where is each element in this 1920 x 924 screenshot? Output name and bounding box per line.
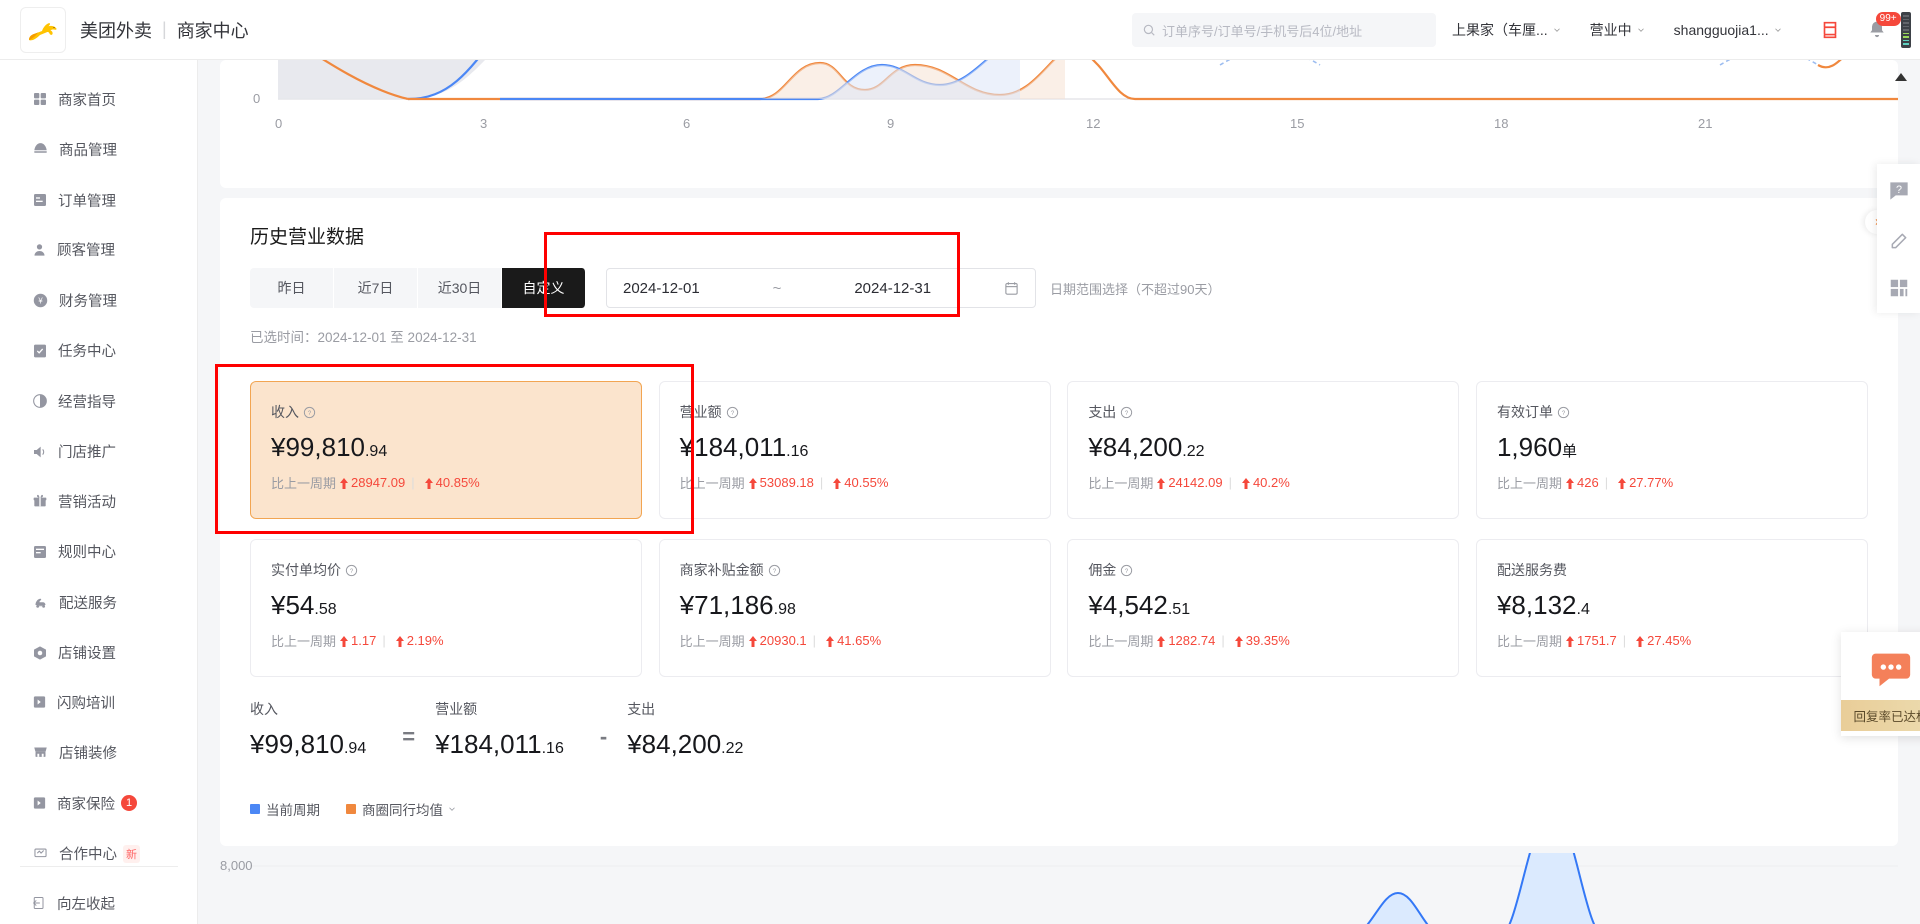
svg-text:12: 12 <box>1086 116 1100 131</box>
svg-text:?: ? <box>773 568 777 574</box>
svg-text:6: 6 <box>683 116 690 131</box>
svg-text:21: 21 <box>1698 116 1712 131</box>
svg-text:0: 0 <box>253 91 260 106</box>
svg-text:?: ? <box>1895 184 1901 196</box>
svg-text:18: 18 <box>1494 116 1508 131</box>
svg-text:?: ? <box>350 568 354 574</box>
svg-text:?: ? <box>731 410 735 416</box>
svg-text:0: 0 <box>275 116 282 131</box>
svg-text:¥: ¥ <box>38 297 43 306</box>
svg-text:?: ? <box>1125 410 1129 416</box>
svg-text:?: ? <box>1125 568 1129 574</box>
svg-text:3: 3 <box>480 116 487 131</box>
svg-text:8,000: 8,000 <box>220 858 253 873</box>
svg-text:?: ? <box>308 410 312 416</box>
svg-text:15: 15 <box>1290 116 1304 131</box>
svg-text:?: ? <box>1562 410 1566 416</box>
svg-text:9: 9 <box>887 116 894 131</box>
